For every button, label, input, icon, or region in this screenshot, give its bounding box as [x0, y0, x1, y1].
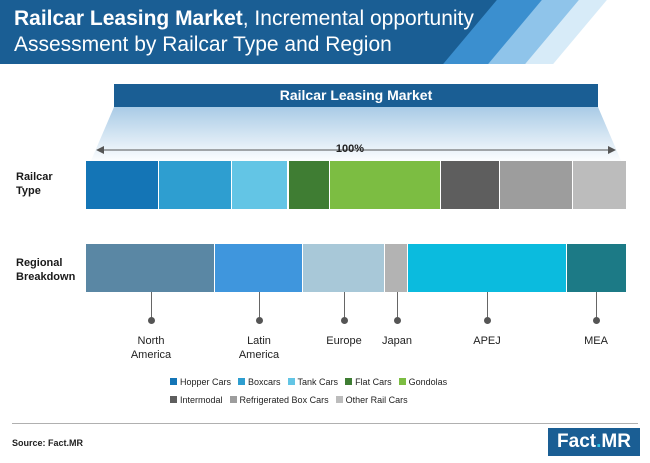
legend-label: Intermodal: [180, 395, 223, 405]
bar-segment-hopper-cars: [86, 161, 159, 209]
legend-swatch: [398, 378, 406, 385]
callout-label: APEJ: [427, 334, 547, 348]
legend-label: Boxcars: [248, 377, 281, 387]
callout-dot: [148, 317, 155, 324]
legend-item-tank-cars: Tank Cars: [287, 377, 339, 387]
total-label: 100%: [335, 143, 365, 155]
bar-segment-mea: [566, 244, 626, 292]
bar-segment-flat-cars: [288, 161, 331, 209]
callout-label-line: APEJ: [473, 335, 501, 347]
legend-item-gondolas: Gondolas: [398, 377, 448, 387]
railcar-type-label: Railcar Type: [16, 170, 53, 198]
regional-bar: [86, 244, 626, 292]
legend-item-flat-cars: Flat Cars: [345, 377, 392, 387]
callout-line: [596, 292, 597, 320]
callout-label-line: MEA: [584, 335, 608, 347]
logo-text: MR: [601, 431, 631, 452]
callout-line: [487, 292, 488, 320]
callout-label-line: Latin: [247, 335, 271, 347]
regional-label-line: Breakdown: [16, 271, 76, 283]
callout-line: [344, 292, 345, 320]
legend-swatch: [335, 396, 343, 403]
legend-row: Intermodal Refrigerated Box Cars Other Rai…: [170, 395, 415, 405]
beam-shape: [90, 107, 622, 163]
legend-label: Refrigerated Box Cars: [239, 395, 329, 405]
regional-label: Regional Breakdown: [16, 256, 75, 284]
bar-segment-tank-cars: [231, 161, 289, 209]
regional-label-line: Regional: [16, 257, 63, 269]
callout-line: [397, 292, 398, 320]
legend-swatch: [345, 378, 353, 385]
callout-label-line: America: [238, 349, 280, 361]
bar-segment-other-rail-cars: [572, 161, 626, 209]
title-bold: Railcar Leasing Market: [14, 7, 243, 30]
callout-dot: [394, 317, 401, 324]
bar-segment-latin-america: [215, 244, 304, 292]
legend-swatch: [170, 378, 177, 385]
callout-label: Europe: [284, 334, 404, 348]
callout-dot: [256, 317, 263, 324]
bar-segment-europe: [303, 244, 386, 292]
callout-label-line: America: [130, 349, 172, 361]
railcar-type-bar: [86, 161, 626, 209]
legend-label: Hopper Cars: [180, 377, 232, 387]
callout-label-line: North: [137, 335, 165, 347]
callout-label-line: Japan: [382, 335, 412, 347]
legend-swatch: [287, 378, 295, 385]
header-banner: Railcar Leasing Market, Incremental oppo…: [0, 0, 650, 64]
footer-divider: [12, 423, 638, 424]
title-rest: , Incremental opportunity Assessment by …: [14, 7, 474, 56]
bar-segment-japan: [385, 244, 409, 292]
legend-item-intermodal: Intermodal: [170, 395, 223, 405]
callout-label: MEA: [536, 334, 650, 348]
callout-line: [151, 292, 152, 320]
projection-beam: [90, 107, 622, 163]
callout-label-line: Europe: [326, 335, 362, 347]
legend-row: Hopper Cars Boxcars Tank Cars Flat Cars Gond…: [170, 377, 454, 387]
bar-segment-gondolas: [330, 161, 441, 209]
logo-dot: .: [596, 431, 602, 452]
arrow-left-icon: [96, 146, 104, 154]
bar-segment-north-america: [86, 244, 216, 292]
factmr-logo: Fact.MR: [548, 428, 640, 456]
railcar-type-label-line: Railcar: [16, 171, 53, 183]
legend-label: Other Rail Cars: [345, 395, 408, 405]
bar-segment-intermodal: [440, 161, 501, 209]
arrow-right-icon: [608, 146, 616, 154]
bar-segment-boxcars: [158, 161, 232, 209]
page-title: Railcar Leasing Market, Incremental oppo…: [14, 6, 534, 58]
market-banner: Railcar Leasing Market: [114, 84, 598, 107]
callout-dot: [484, 317, 491, 324]
callout-label: Latin America: [199, 334, 319, 362]
source-note: Source: Fact.MR: [12, 438, 84, 448]
legend-swatch: [229, 396, 237, 403]
bar-segment-refrigerated-box-cars: [500, 161, 573, 209]
header-band: [0, 0, 540, 64]
callout-line: [259, 292, 260, 320]
callout-dot: [593, 317, 600, 324]
callout-label: Japan: [337, 334, 457, 348]
logo-text: Fact: [557, 431, 597, 452]
legend-label: Flat Cars: [355, 377, 392, 387]
legend-item-other-rail-cars: Other Rail Cars: [335, 395, 408, 405]
legend-item-refrigerated-box-cars: Refrigerated Box Cars: [229, 395, 329, 405]
legend-item-boxcars: Boxcars: [238, 377, 281, 387]
railcar-type-label-line: Type: [16, 185, 41, 197]
callout-dot: [341, 317, 348, 324]
legend-swatch: [238, 378, 246, 385]
callout-label: North America: [91, 334, 211, 362]
bar-segment-apej: [408, 244, 567, 292]
legend-label: Gondolas: [408, 377, 448, 387]
legend-swatch: [170, 396, 177, 403]
legend-item-hopper-cars: Hopper Cars: [170, 377, 231, 387]
legend-label: Tank Cars: [297, 377, 339, 387]
